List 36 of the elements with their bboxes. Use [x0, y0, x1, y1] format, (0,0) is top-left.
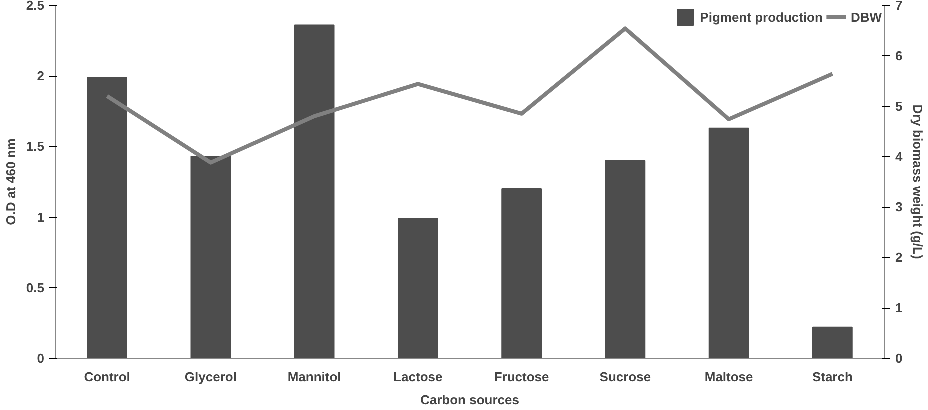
y2-tick-label: 1: [896, 300, 903, 316]
legend-label: DBW: [850, 10, 882, 24]
bar: [294, 24, 335, 358]
x-tick-label: Glycerol: [184, 370, 237, 384]
y-axis-title: O.D at 460 nm: [3, 138, 18, 226]
x-tick-label: Control: [84, 370, 130, 384]
bar: [398, 218, 438, 358]
y2-tick-label: 2: [896, 250, 903, 266]
legend-label: Pigment production: [700, 10, 823, 24]
y-tick-label: 2: [37, 68, 45, 84]
x-tick-label: Sucrose: [600, 370, 652, 384]
x-tick-label: Mannitol: [288, 370, 342, 384]
y2-tick-label: 4: [896, 149, 904, 164]
y2-axis-title: Dry biomass weight (g/L): [910, 104, 926, 260]
y2-tick-label: 5: [896, 98, 903, 114]
y2-tick-label: 7: [896, 0, 903, 13]
bar: [87, 77, 128, 358]
bar: [502, 188, 542, 358]
x-tick-label: Fructose: [494, 370, 550, 384]
x-axis-title: Carbon sources: [420, 392, 520, 408]
x-tick-label: Lactose: [394, 370, 443, 384]
y-tick-label: 0.5: [26, 280, 45, 296]
y-tick-label: 0: [37, 351, 45, 366]
bar: [708, 128, 750, 358]
bar: [190, 156, 232, 358]
y2-tick-label: 3: [896, 200, 903, 215]
y-tick-label: 2.5: [26, 0, 45, 13]
bar: [605, 160, 646, 358]
bar: [812, 326, 853, 358]
line-series: [105, 26, 835, 165]
x-tick-label: Maltose: [704, 370, 754, 384]
x-tick-label: Starch: [812, 370, 853, 384]
y-tick-label: 1.5: [26, 139, 45, 154]
y2-tick-label: 0: [896, 351, 903, 366]
y2-tick-label: 6: [896, 48, 903, 64]
y-tick-label: 1: [37, 210, 45, 225]
